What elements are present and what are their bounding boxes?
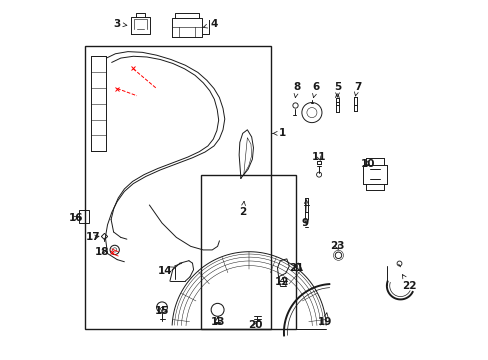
Text: 17: 17 xyxy=(86,232,100,242)
Text: 23: 23 xyxy=(329,241,344,251)
Text: 15: 15 xyxy=(155,306,169,316)
Text: 22: 22 xyxy=(402,275,416,291)
Text: 4: 4 xyxy=(203,19,217,29)
Text: 21: 21 xyxy=(289,263,303,273)
Text: 5: 5 xyxy=(333,82,341,97)
Text: 8: 8 xyxy=(293,82,300,98)
Text: 3: 3 xyxy=(113,19,127,29)
Text: 1: 1 xyxy=(272,129,285,138)
Text: 18: 18 xyxy=(95,247,109,257)
Text: 13: 13 xyxy=(210,317,224,327)
Text: 6: 6 xyxy=(312,82,319,98)
Text: 9: 9 xyxy=(301,200,308,228)
Text: 2: 2 xyxy=(239,201,246,217)
Bar xyxy=(85,45,271,329)
Bar xyxy=(201,175,296,329)
Text: 16: 16 xyxy=(68,213,83,222)
Text: 12: 12 xyxy=(274,277,289,287)
Text: 14: 14 xyxy=(157,266,175,276)
Text: 19: 19 xyxy=(317,313,332,327)
Text: 7: 7 xyxy=(353,82,361,96)
Text: 20: 20 xyxy=(247,320,262,330)
Bar xyxy=(79,211,89,223)
Text: 10: 10 xyxy=(360,159,375,169)
Text: 11: 11 xyxy=(311,152,325,162)
